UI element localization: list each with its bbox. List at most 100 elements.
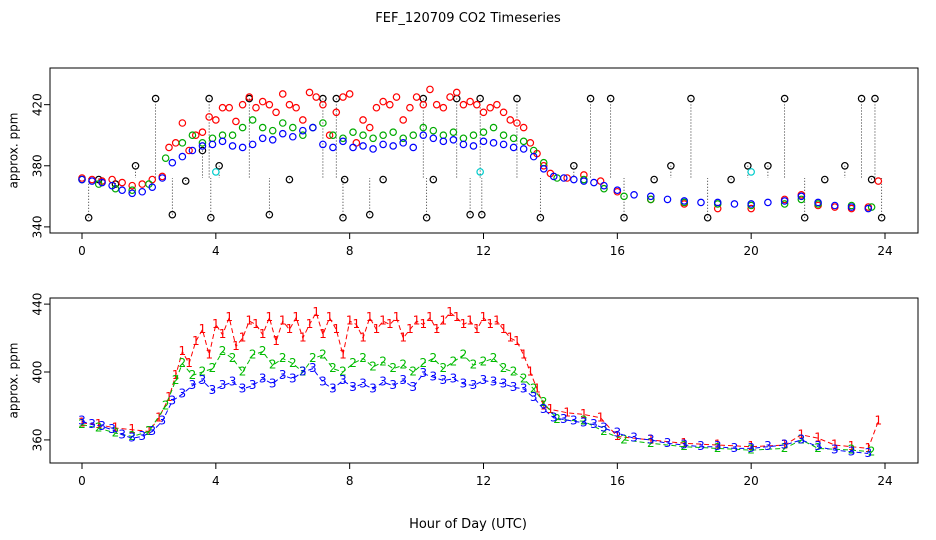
series-label-mark: 3 (664, 436, 672, 450)
data-point (339, 93, 347, 101)
series-label-mark: 1 (814, 431, 822, 445)
data-point (245, 93, 254, 101)
data-point (171, 139, 180, 147)
series-label-mark: 1 (205, 348, 213, 362)
y-tick-label: 340 (31, 215, 45, 238)
data-point (539, 161, 548, 170)
series-label-mark: 1 (353, 317, 361, 331)
series-label-mark: 1 (520, 348, 528, 362)
series-label-mark: 2 (500, 361, 508, 375)
data-point (399, 134, 408, 143)
y-tick-label: 440 (31, 293, 45, 316)
data-point (369, 134, 377, 143)
series-label-mark: 1 (272, 334, 280, 348)
series-label-mark: 2 (95, 421, 103, 435)
data-point (329, 131, 337, 140)
data-point (764, 198, 772, 207)
series-label-mark: 1 (373, 322, 381, 336)
series-label-mark: 1 (239, 331, 247, 345)
series-label-mark: 2 (179, 356, 187, 370)
data-point (329, 143, 337, 152)
series-label-mark: 2 (510, 365, 518, 379)
series-label-mark: 1 (145, 424, 153, 438)
data-point (747, 168, 755, 176)
data-point (238, 100, 247, 109)
series-label-mark: 2 (289, 356, 297, 370)
data-point (278, 119, 287, 127)
series-label-mark: 3 (540, 402, 548, 416)
data-point (128, 186, 136, 195)
x-tick-label: 24 (877, 474, 892, 488)
data-point (506, 116, 515, 124)
series-label-mark: 2 (78, 417, 86, 431)
data-point (476, 168, 484, 176)
series-label-mark: 2 (747, 443, 755, 457)
series-label-mark: 1 (486, 317, 494, 331)
series-label-mark: 1 (312, 305, 320, 319)
series-label-mark: 2 (172, 373, 180, 387)
series-label-mark: 3 (714, 439, 722, 453)
plot-frame (49, 67, 919, 234)
data-point (178, 119, 187, 127)
series-label-mark: 1 (225, 310, 233, 324)
series-label-mark: 1 (580, 407, 588, 421)
data-point (309, 123, 317, 132)
data-point (620, 213, 628, 222)
data-point (278, 129, 287, 138)
data-point (446, 93, 454, 101)
data-point (513, 119, 521, 127)
data-point (252, 103, 260, 112)
data-point (513, 94, 521, 103)
series-label-mark: 2 (249, 348, 257, 362)
data-point (288, 132, 297, 141)
data-point (138, 187, 147, 196)
data-point (406, 103, 414, 112)
series-label-mark: 1 (306, 317, 314, 331)
data-point (131, 161, 140, 170)
data-point (466, 210, 474, 219)
data-point (299, 126, 307, 135)
x-axis-title: Hour of Day (UTC) (409, 517, 527, 532)
data-point (272, 108, 280, 117)
data-point (365, 123, 374, 132)
data-point (713, 198, 722, 207)
data-point (389, 128, 397, 136)
data-point (168, 210, 177, 219)
data-point (747, 204, 755, 213)
data-point (148, 183, 157, 191)
series-label-mark: 1 (346, 314, 354, 328)
series-label-mark: 3 (510, 380, 518, 394)
data-point (98, 178, 106, 187)
series-label-mark: 2 (540, 395, 548, 409)
data-point (509, 134, 518, 143)
data-point (429, 126, 438, 135)
data-point (138, 180, 147, 188)
data-point (359, 116, 367, 124)
series-label-mark: 3 (429, 370, 437, 384)
series-label-mark: 2 (460, 348, 468, 362)
series-label-mark: 1 (212, 317, 220, 331)
data-point (305, 88, 314, 97)
data-point (539, 165, 548, 173)
data-point (439, 131, 448, 140)
series-label-mark: 2 (798, 432, 806, 446)
data-point (613, 186, 622, 195)
data-point (268, 136, 277, 144)
series-label-mark: 3 (731, 441, 739, 455)
data-point (399, 139, 408, 147)
data-point (549, 172, 558, 181)
data-point (84, 213, 93, 222)
series-label-mark: 3 (560, 412, 568, 426)
series-label-mark: 1 (473, 322, 481, 336)
series-label-mark: 1 (446, 305, 454, 319)
data-point (620, 192, 628, 201)
series-label-mark: 1 (864, 441, 872, 455)
series-label-mark: 1 (95, 417, 103, 431)
series-label-mark: 2 (580, 414, 588, 428)
data-point (449, 128, 458, 136)
data-point (198, 128, 207, 136)
series-label-mark: 1 (506, 331, 514, 345)
series-label-mark: 3 (570, 414, 578, 428)
series-label-mark: 2 (429, 351, 437, 365)
